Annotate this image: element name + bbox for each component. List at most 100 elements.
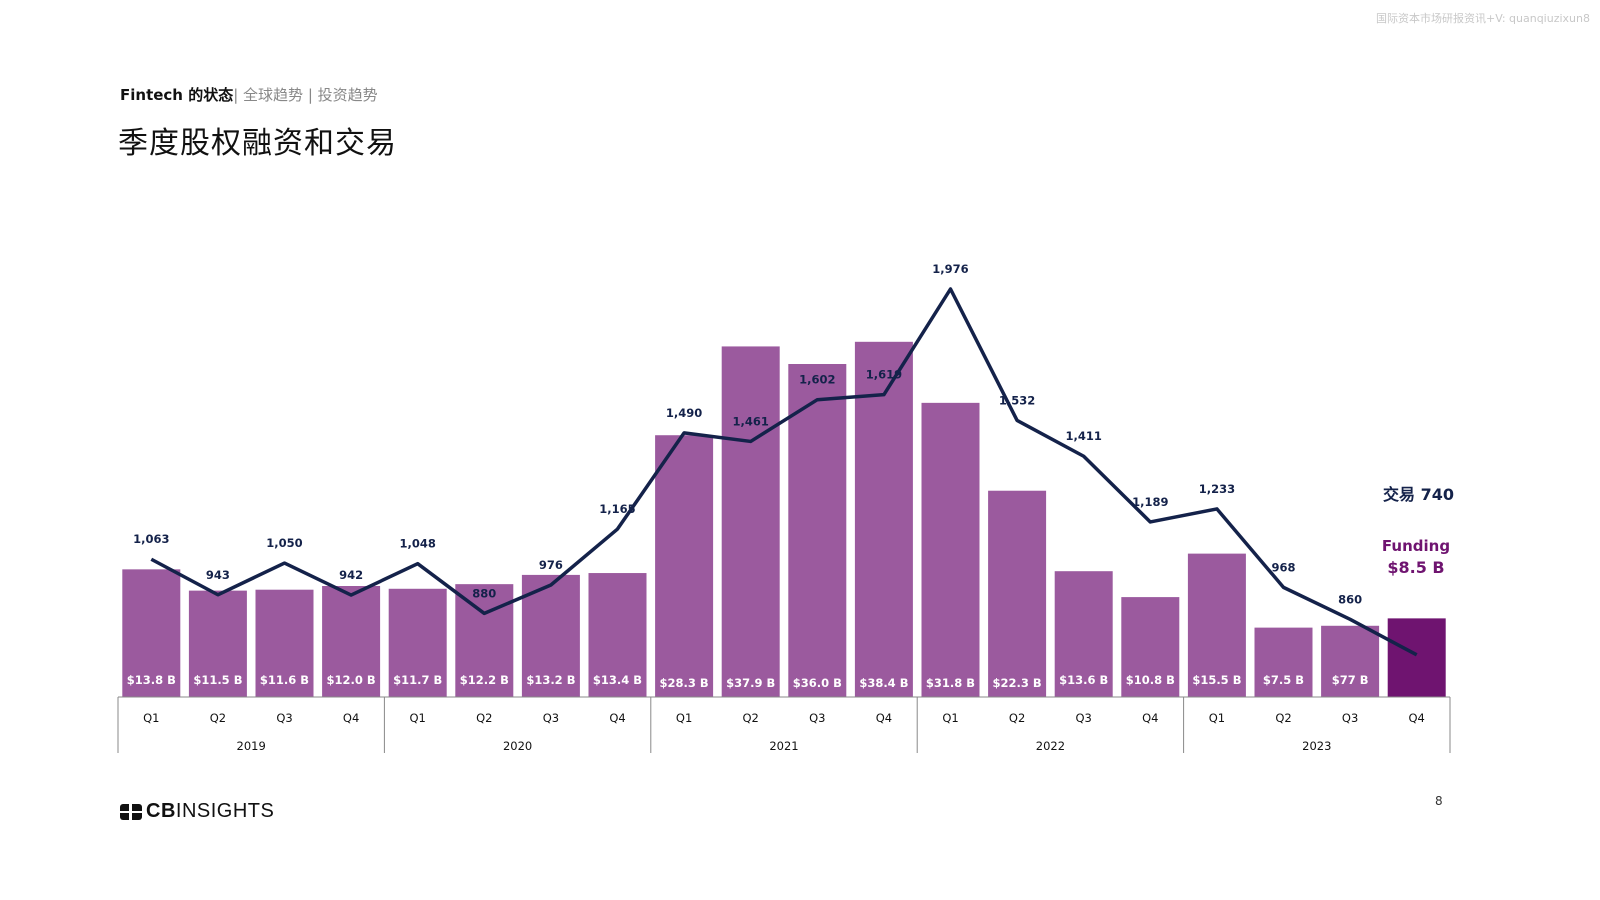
x-tick-label-quarter: Q2: [476, 711, 492, 725]
funding-bar-label: $13.6 B: [1059, 673, 1108, 687]
deals-point-label: 1,050: [266, 536, 302, 550]
funding-bar: [655, 435, 714, 697]
x-tick-label-quarter: Q4: [876, 711, 892, 725]
funding-bar: [122, 569, 181, 697]
x-tick-label-year: 2022: [1036, 739, 1065, 753]
funding-bar-label: $15.5 B: [1192, 673, 1241, 687]
funding-bar: [721, 346, 780, 697]
x-tick-label-quarter: Q4: [1409, 711, 1425, 725]
funding-bar-label: $11.7 B: [393, 673, 442, 687]
funding-bar-label: $77 B: [1332, 673, 1369, 687]
x-tick-label-quarter: Q2: [1009, 711, 1025, 725]
watermark-text: 国际资本市场研报资讯+V: quanqiuzixun8: [1375, 12, 1590, 25]
deals-point-label: 1,189: [1132, 495, 1168, 509]
breadcrumb-topic-investment-trends: 投资趋势: [317, 86, 378, 104]
x-tick-label-quarter: Q1: [1209, 711, 1225, 725]
funding-bar-label: $11.5 B: [193, 673, 242, 687]
x-tick-label-quarter: Q2: [1275, 711, 1291, 725]
breadcrumb-separator: |: [233, 86, 244, 104]
x-tick-label-quarter: Q2: [210, 711, 226, 725]
x-tick-label-quarter: Q1: [410, 711, 426, 725]
funding-bar: [322, 586, 381, 697]
x-tick-label-quarter: Q3: [1342, 711, 1358, 725]
deals-point-label: 1,165: [599, 502, 635, 516]
x-tick-label-year: 2020: [503, 739, 532, 753]
x-tick-label-quarter: Q1: [942, 711, 958, 725]
deals-point-label: 1,048: [400, 537, 436, 551]
deals-callout: 交易 740: [1383, 485, 1454, 504]
funding-bar: [388, 588, 447, 697]
breadcrumb-topic-global-trends: 全球趋势: [243, 86, 304, 104]
funding-bar-label: $22.3 B: [993, 676, 1042, 690]
page-title: 季度股权融资和交易: [118, 126, 397, 161]
deals-point-label: 976: [539, 558, 563, 572]
funding-bar: [255, 589, 314, 697]
x-tick-label-quarter: Q4: [609, 711, 625, 725]
funding-bar: [921, 402, 980, 697]
funding-bar-label: $12.0 B: [327, 673, 376, 687]
x-tick-label-quarter: Q3: [809, 711, 825, 725]
funding-bar-label: $12.2 B: [460, 673, 509, 687]
funding-bar-label: $38.4 B: [859, 676, 908, 690]
funding-bar: [988, 490, 1047, 697]
funding-bar-label: $13.4 B: [593, 673, 642, 687]
deals-point-label: 1,532: [999, 393, 1035, 407]
funding-bar: [854, 341, 913, 697]
x-tick-label-quarter: Q4: [343, 711, 359, 725]
funding-callout-label: Funding: [1382, 537, 1450, 555]
x-tick-label-quarter: Q2: [743, 711, 759, 725]
deals-line: [150, 287, 1418, 657]
cbinsights-logo-text: CBINSIGHTS: [146, 800, 275, 822]
deals-point-label: 1,602: [799, 373, 835, 387]
deals-point-label: 968: [1271, 560, 1295, 574]
deals-point-label: 943: [206, 568, 230, 582]
deals-point-label: 942: [339, 568, 363, 582]
x-tick-label-quarter: Q4: [1142, 711, 1158, 725]
funding-bar: [1054, 571, 1113, 697]
deals-point-label: 1,976: [932, 262, 968, 276]
funding-bar: [1121, 597, 1180, 697]
deals-point-label: 1,411: [1066, 429, 1102, 443]
x-tick-label-quarter: Q3: [1076, 711, 1092, 725]
breadcrumb-section: Fintech 的状态: [120, 86, 234, 104]
deals-point-label: 860: [1338, 592, 1362, 606]
breadcrumb-separator: |: [303, 86, 318, 104]
breadcrumb: Fintech 的状态| 全球趋势 | 投资趋势: [120, 84, 378, 105]
deals-point-label: 880: [472, 586, 496, 600]
funding-bar: [521, 574, 580, 697]
deals-point-label: 1,461: [733, 414, 769, 428]
funding-bar-label: $37.9 B: [726, 676, 775, 690]
funding-bar-label: $10.8 B: [1126, 673, 1175, 687]
funding-bar: [1321, 625, 1380, 697]
deals-point-label: 1,233: [1199, 482, 1235, 496]
funding-bar-label: $13.2 B: [526, 673, 575, 687]
funding-bar-label: $13.8 B: [127, 673, 176, 687]
funding-callout-value: $8.5 B: [1387, 558, 1444, 577]
funding-bar-label: $7.5 B: [1263, 673, 1304, 687]
funding-bar: [455, 584, 514, 697]
cbinsights-logo-icon: [120, 803, 142, 820]
deals-point-label: 1,619: [866, 368, 902, 382]
funding-bar: [1187, 553, 1246, 697]
cbinsights-logo: CBINSIGHTS: [120, 800, 274, 823]
page-number: 8: [1435, 794, 1443, 808]
funding-bar: [188, 590, 247, 697]
x-tick-label-quarter: Q3: [276, 711, 292, 725]
funding-bar: [1387, 618, 1446, 697]
funding-bar-label: $11.6 B: [260, 673, 309, 687]
x-tick-label-quarter: Q1: [143, 711, 159, 725]
funding-bar-label: $28.3 B: [660, 676, 709, 690]
x-tick-label-quarter: Q3: [543, 711, 559, 725]
funding-bar: [788, 364, 847, 697]
deals-point-label: 1,490: [666, 406, 702, 420]
x-tick-label-year: 2021: [769, 739, 798, 753]
funding-bar: [1254, 627, 1313, 697]
x-tick-label-year: 2019: [237, 739, 266, 753]
funding-bar: [588, 573, 647, 697]
deals-point-label: 1,063: [133, 532, 169, 546]
funding-bar-label: $36.0 B: [793, 676, 842, 690]
funding-bar-label: $31.8 B: [926, 676, 975, 690]
x-tick-label-quarter: Q1: [676, 711, 692, 725]
x-tick-label-year: 2023: [1302, 739, 1331, 753]
